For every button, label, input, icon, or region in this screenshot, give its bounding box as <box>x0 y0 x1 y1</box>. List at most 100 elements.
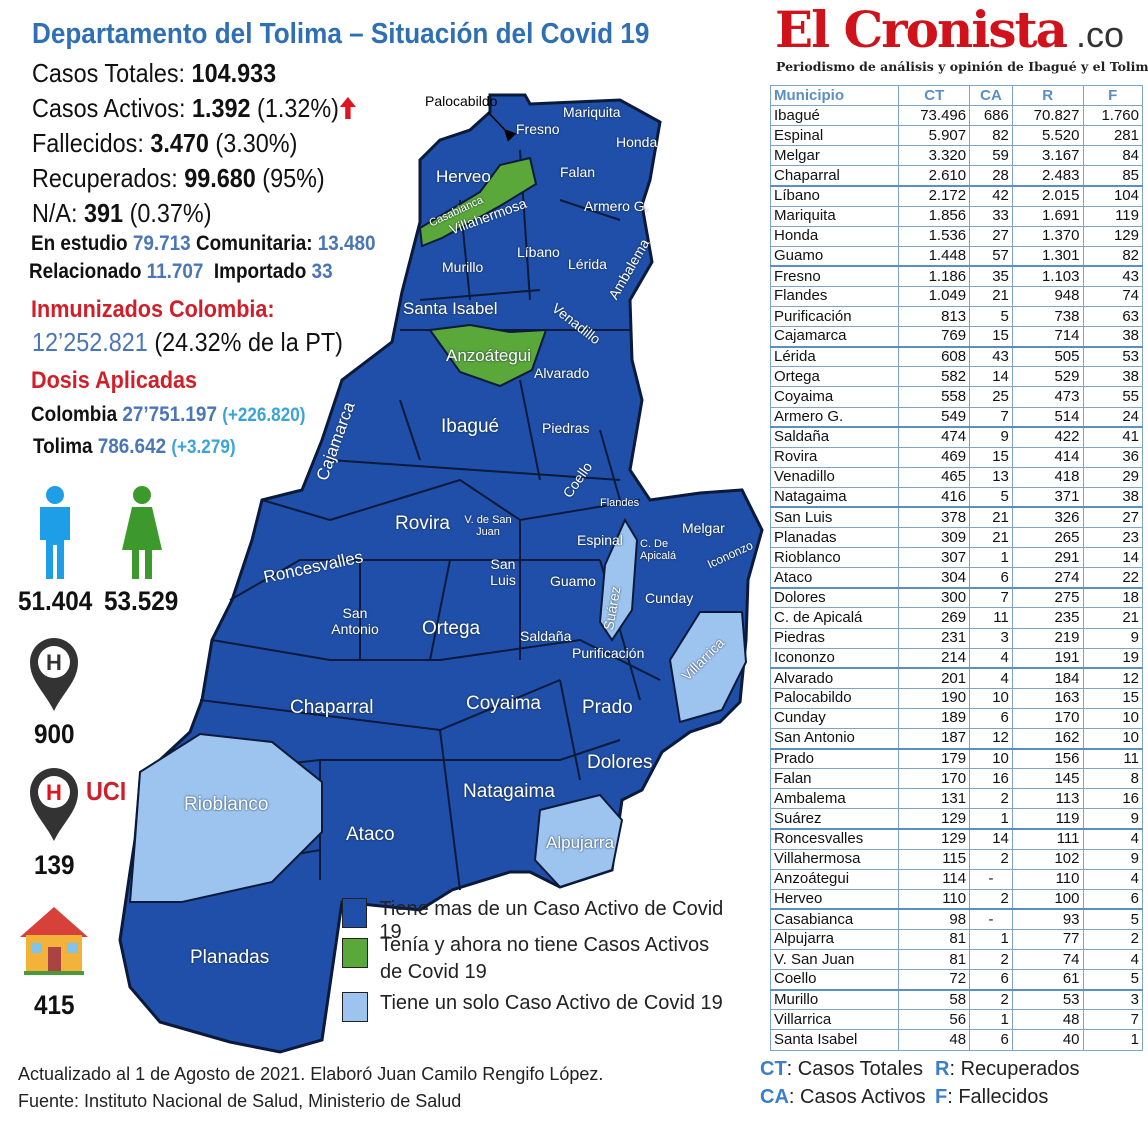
column-header: CT <box>898 84 971 107</box>
table-cell: 378 <box>898 506 971 529</box>
table-cell: 15 <box>969 446 1013 468</box>
map-label: Guamo <box>550 573 596 589</box>
table-row: Purificación 813 5 738 63 <box>769 306 1143 328</box>
key-ct: CT: Casos Totales <box>760 1058 924 1080</box>
male-count: 51.404 <box>18 586 93 616</box>
table-cell: 3.167 <box>1011 145 1084 167</box>
key-ca: CA: Casos Activos <box>760 1086 926 1108</box>
column-header: CA <box>969 84 1013 107</box>
table-cell: 58 <box>898 989 971 1011</box>
table-cell: 98 <box>898 908 971 930</box>
table-cell: 214 <box>898 647 971 669</box>
table-cell: 549 <box>898 406 971 428</box>
table-row: Chaparral 2.610 28 2.483 85 <box>769 165 1143 187</box>
table-cell: 9 <box>1082 848 1143 870</box>
table-cell: 93 <box>1011 908 1084 930</box>
table-cell: Cajamarca <box>769 326 900 348</box>
table-cell: 15 <box>1082 687 1143 709</box>
table-row: Natagaima 416 5 371 38 <box>769 486 1143 508</box>
table-cell: 813 <box>898 306 971 328</box>
map-label: Murillo <box>442 259 484 275</box>
table-cell: 1.049 <box>898 285 971 308</box>
table-cell: 1 <box>969 1009 1013 1031</box>
table-cell: 129 <box>898 808 971 830</box>
map-label: Saldaña <box>520 628 572 644</box>
map-label: Ibagué <box>441 416 500 437</box>
table-cell: 2 <box>969 989 1013 1011</box>
uci-pin-icon: H <box>30 768 78 841</box>
key-f: F: Fallecidos <box>935 1086 1049 1108</box>
table-cell: 5.907 <box>898 125 971 147</box>
table-cell: 371 <box>1011 486 1084 508</box>
table-cell: 129 <box>1082 225 1143 247</box>
table-cell: 104 <box>1082 185 1143 207</box>
table-cell: 10 <box>1082 707 1143 730</box>
table-cell: 27 <box>969 225 1013 247</box>
table-cell: 3 <box>1082 989 1143 1011</box>
table-cell: 11 <box>1082 748 1143 770</box>
table-cell: 274 <box>1011 567 1084 589</box>
map-label: Armero G. <box>584 198 649 214</box>
map-label: C. De Apicalá <box>640 538 677 562</box>
table-cell: Villahermosa <box>769 848 900 870</box>
table-cell: - <box>969 868 1013 890</box>
table-cell: 2.610 <box>898 165 971 187</box>
table-cell: 114 <box>898 868 971 890</box>
map-label: Planadas <box>190 947 270 968</box>
table-cell: 9 <box>1082 627 1143 649</box>
table-cell: 56 <box>898 1009 971 1031</box>
map-label: Flandes <box>600 497 640 509</box>
table-cell: 48 <box>1011 1009 1084 1031</box>
table-cell: 281 <box>1082 125 1143 147</box>
table-cell: 5 <box>1082 908 1143 930</box>
map-label: Anzoátegui <box>446 346 532 365</box>
table-cell: 48 <box>898 1029 971 1051</box>
map-label: Piedras <box>542 420 590 436</box>
table-cell: 2 <box>969 949 1013 971</box>
table-cell: Cunday <box>769 707 900 730</box>
immunized: 12’252.821 (24.32% de la PT) <box>32 327 343 357</box>
table-cell: Icononzo <box>769 647 900 669</box>
table-cell: 309 <box>898 527 971 549</box>
doses-tolima: Tolima 786.642 (+3.279) <box>33 435 236 458</box>
table-cell: Melgar <box>769 145 900 167</box>
table-cell: 4 <box>1082 868 1143 890</box>
table-cell: 74 <box>1011 949 1084 971</box>
map-label: Fresno <box>516 121 560 137</box>
table-cell: 16 <box>969 768 1013 790</box>
table-cell: 13 <box>969 466 1013 488</box>
table-cell: 43 <box>1082 265 1143 287</box>
table-cell: 1 <box>969 928 1013 951</box>
active-cases: Casos Activos: 1.392 (1.32%) <box>32 93 357 124</box>
table-row: Mariquita 1.856 33 1.691 119 <box>769 205 1143 227</box>
hospital-count: 900 <box>34 719 75 749</box>
female-count: 53.529 <box>104 586 179 616</box>
region-casabianca <box>418 156 538 248</box>
table-cell: Venadillo <box>769 466 900 488</box>
table-cell: 3.320 <box>898 145 971 167</box>
table-cell: 25 <box>969 386 1013 408</box>
house-icon <box>20 907 88 975</box>
table-cell: Coyaima <box>769 386 900 408</box>
not-available: N/A: 391 (0.37%) <box>32 198 212 228</box>
table-cell: 6 <box>969 1029 1013 1051</box>
table-cell: 414 <box>1011 446 1084 468</box>
table-cell: 53 <box>1082 346 1143 368</box>
table-cell: Flandes <box>769 285 900 308</box>
table-cell: Piedras <box>769 627 900 649</box>
table-cell: 163 <box>1011 687 1084 709</box>
table-cell: Líbano <box>769 185 900 207</box>
table-row: Melgar 3.320 59 3.167 84 <box>769 145 1143 167</box>
column-header: Municipio <box>769 84 900 107</box>
table-cell: San Luis <box>769 506 900 529</box>
table-cell: Roncesvalles <box>769 828 900 850</box>
table-cell: 16 <box>1082 788 1143 810</box>
table-row: Anzoátegui 114-110 4 <box>769 868 1143 890</box>
page-title: Departamento del Tolima – Situación del … <box>32 18 650 50</box>
uci-label: UCI <box>86 776 127 806</box>
table-cell: 2.015 <box>1011 185 1084 207</box>
map-label: Dolores <box>587 752 653 773</box>
table-cell: Ortega <box>769 366 900 388</box>
table-cell: 14 <box>969 366 1013 388</box>
tolima-map <box>118 93 764 1054</box>
